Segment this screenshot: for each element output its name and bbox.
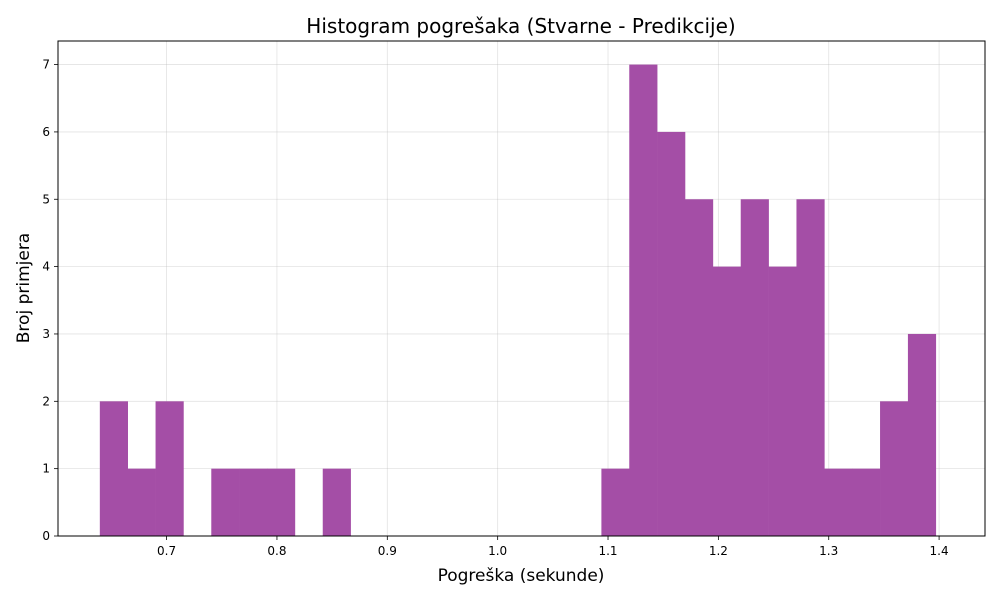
- y-tick-label-4: 4: [42, 260, 50, 274]
- histogram-bar-19: [629, 64, 658, 537]
- y-axis-label: Broj primjera: [14, 233, 34, 343]
- y-tick-label-7: 7: [42, 58, 50, 72]
- x-tick-label-4: 1.1: [598, 544, 617, 558]
- x-tick-label-1: 0.8: [267, 544, 286, 558]
- histogram-bar-26: [824, 468, 853, 536]
- x-tick-label-6: 1.3: [819, 544, 838, 558]
- histogram-bar-4: [211, 468, 240, 536]
- y-tick-label-2: 2: [42, 394, 50, 408]
- bars: [99, 64, 937, 537]
- y-tick-label-5: 5: [42, 192, 50, 206]
- histogram-bar-6: [267, 468, 296, 536]
- histogram-bar-8: [322, 468, 351, 536]
- x-axis-label: Pogreška (sekunde): [438, 566, 605, 586]
- x-tick-label-3: 1.0: [488, 544, 507, 558]
- histogram-bar-24: [768, 266, 797, 536]
- histogram-bar-29: [907, 333, 937, 536]
- x-tick-label-2: 0.9: [378, 544, 397, 558]
- histogram-bar-22: [712, 266, 742, 536]
- y-axis-ticks: 0 1 2 3 4 5 6 7: [42, 58, 58, 543]
- grid: [58, 41, 985, 537]
- plot-frame: [57, 40, 986, 537]
- histogram-bar-21: [684, 199, 714, 536]
- x-tick-label-0: 0.7: [157, 544, 176, 558]
- y-tick-label-6: 6: [42, 125, 50, 139]
- histogram-bar-25: [796, 199, 825, 536]
- x-axis-ticks: 0.7 0.8 0.9 1.0 1.1 1.2 1.3 1.4: [157, 536, 949, 558]
- y-tick-label-3: 3: [42, 327, 50, 341]
- histogram-bar-27: [852, 468, 881, 536]
- histogram-bar-0: [99, 401, 128, 536]
- x-tick-label-7: 1.4: [930, 544, 949, 558]
- y-tick-label-0: 0: [42, 529, 50, 543]
- x-tick-label-5: 1.2: [709, 544, 728, 558]
- histogram-bar-23: [740, 199, 769, 536]
- histogram-bar-5: [239, 468, 268, 536]
- histogram-bar-18: [601, 468, 630, 536]
- chart-title: Histogram pogrešaka (Stvarne - Predikcij…: [306, 14, 735, 38]
- histogram-bar-2: [155, 401, 184, 536]
- histogram-bar-28: [880, 401, 909, 536]
- histogram-bar-1: [127, 468, 156, 536]
- histogram-bar-20: [657, 131, 686, 536]
- y-tick-label-1: 1: [42, 462, 50, 476]
